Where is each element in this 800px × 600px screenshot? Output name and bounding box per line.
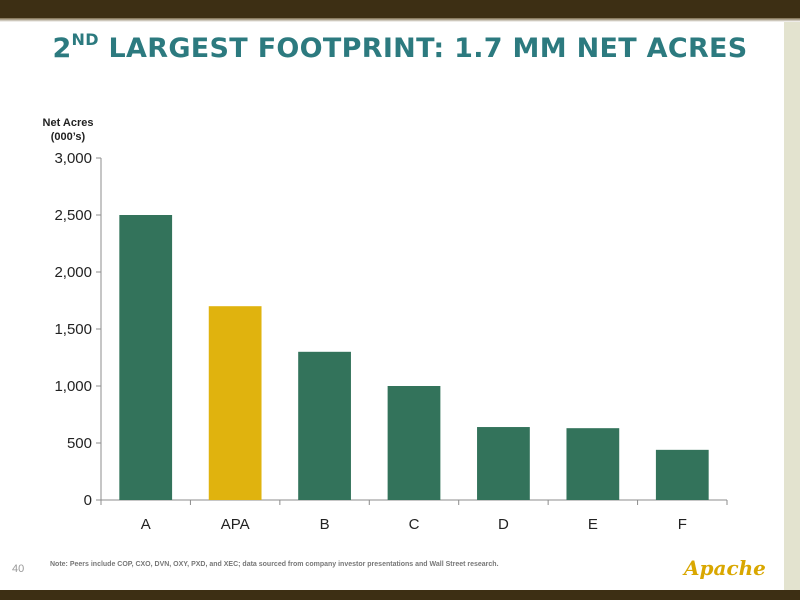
y-axis-label-line2: (000’s) bbox=[50, 131, 86, 143]
x-tick-label: C bbox=[409, 516, 420, 533]
top-bar bbox=[0, 0, 800, 18]
x-tick-label: D bbox=[498, 516, 509, 533]
right-strip bbox=[784, 22, 800, 592]
y-axis-label: Net Acres (000’s) bbox=[28, 116, 108, 144]
y-tick-label: 2,500 bbox=[54, 207, 92, 224]
x-tick-label: B bbox=[320, 516, 330, 533]
x-tick-label: F bbox=[678, 516, 687, 533]
x-tick-label: E bbox=[588, 516, 598, 533]
slide-number: 40 bbox=[12, 563, 25, 575]
y-axis-label-line1: Net Acres bbox=[42, 117, 94, 129]
x-tick-label: APA bbox=[221, 516, 250, 533]
bar-a bbox=[119, 215, 173, 500]
y-tick-label: 3,000 bbox=[54, 150, 92, 167]
bar-apa bbox=[208, 306, 262, 500]
top-bar-shadow bbox=[0, 18, 800, 22]
y-tick-label: 1,500 bbox=[54, 321, 92, 338]
title-superscript: ND bbox=[71, 30, 99, 49]
y-tick-label: 0 bbox=[84, 492, 92, 509]
x-tick-label: A bbox=[141, 516, 151, 533]
slide-title: 2ND LARGEST FOOTPRINT: 1.7 MM NET ACRES bbox=[0, 30, 800, 64]
bar-e bbox=[566, 428, 620, 500]
footnote: Note: Peers include COP, CXO, DVN, OXY, … bbox=[50, 561, 499, 568]
bar-f bbox=[655, 449, 709, 500]
y-tick-label: 500 bbox=[67, 435, 92, 452]
y-tick-label: 1,000 bbox=[54, 378, 92, 395]
apache-logo: Apache bbox=[684, 556, 766, 580]
bar-c bbox=[387, 386, 441, 500]
title-prefix: 2 bbox=[52, 33, 72, 64]
bottom-bar bbox=[0, 590, 800, 600]
bar-d bbox=[477, 427, 530, 500]
bar-b bbox=[298, 351, 351, 500]
y-tick-label: 2,000 bbox=[54, 264, 92, 281]
title-rest: LARGEST FOOTPRINT: 1.7 MM NET ACRES bbox=[98, 33, 748, 64]
